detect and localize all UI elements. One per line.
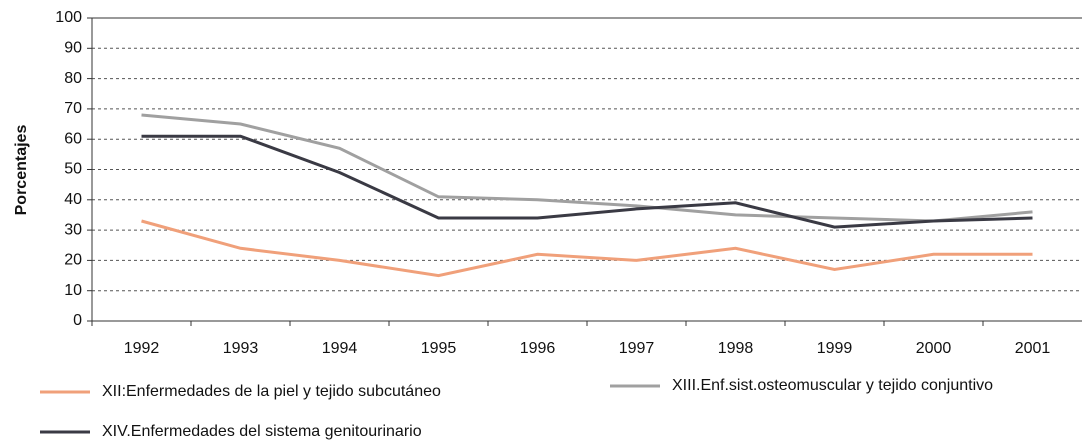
x-tick-label: 1994	[322, 340, 358, 357]
y-tick-label: 50	[64, 161, 82, 178]
x-tick-label: 1993	[223, 340, 259, 357]
legend-label: XII:Enfermedades de la piel y tejido sub…	[102, 383, 441, 400]
y-tick-label: 30	[64, 221, 82, 238]
y-tick-label: 80	[64, 70, 82, 87]
x-tick-label: 1998	[718, 340, 754, 357]
x-tick-label: 1999	[817, 340, 853, 357]
y-tick-label: 70	[64, 100, 82, 117]
y-tick-label: 100	[55, 9, 82, 26]
legend-label: XIII.Enf.sist.osteomuscular y tejido con…	[672, 377, 993, 394]
y-axis-label: Porcentajes	[13, 125, 30, 216]
legend-label: XIV.Enfermedades del sistema genitourina…	[102, 423, 422, 440]
y-tick-label: 90	[64, 40, 82, 57]
y-tick-label: 60	[64, 130, 82, 147]
x-tick-label: 1997	[619, 340, 655, 357]
x-tick-label: 2000	[916, 340, 952, 357]
y-tick-label: 0	[73, 312, 82, 329]
x-tick-label: 2001	[1015, 340, 1051, 357]
x-tick-label: 1996	[520, 340, 556, 357]
y-tick-label: 20	[64, 252, 82, 269]
y-tick-label: 40	[64, 191, 82, 208]
series-line	[141, 113, 1033, 223]
series-line	[141, 219, 1033, 278]
series-line	[141, 134, 1033, 229]
x-tick-label: 1992	[124, 340, 160, 357]
x-tick-label: 1995	[421, 340, 457, 357]
y-tick-label: 10	[64, 282, 82, 299]
